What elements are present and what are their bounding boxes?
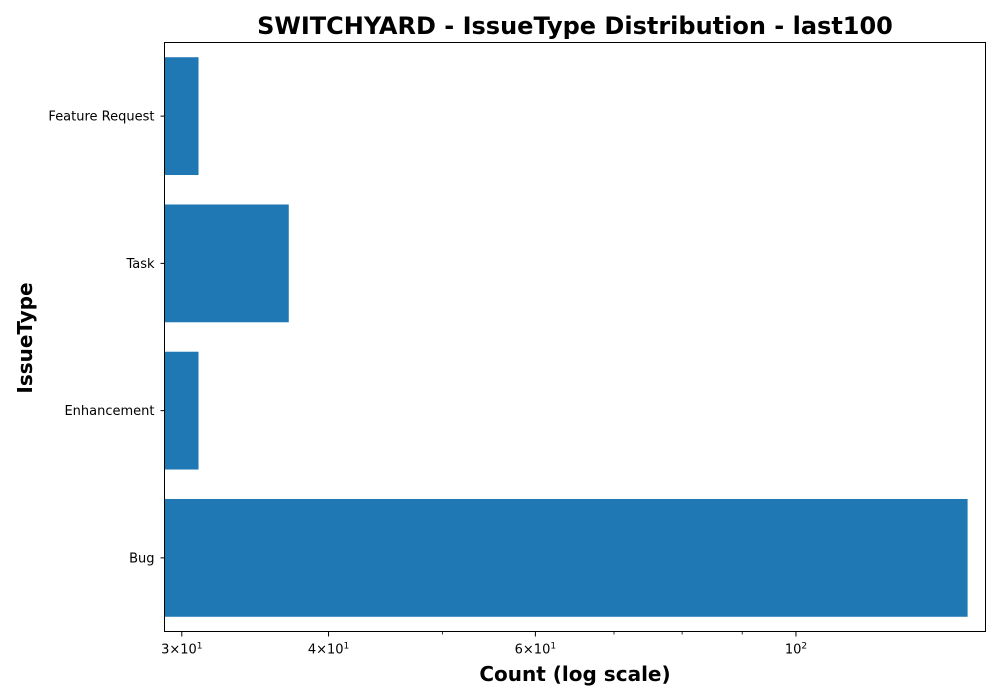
chart-title: SWITCHYARD - IssueType Distribution - la… — [257, 12, 893, 40]
y-tick-label-task: Task — [125, 257, 155, 272]
y-axis-label: IssueType — [13, 282, 37, 393]
y-tick-label-feature-request: Feature Request — [48, 110, 154, 125]
x-ticks-group: 3×101 4×101 6×101 102 — [161, 631, 807, 658]
x-tick-label-60: 6×101 — [515, 642, 556, 658]
y-ticks-group: Bug Enhancement Task Feature Request — [48, 110, 165, 566]
plot-frame — [164, 42, 986, 632]
bar-enhancement — [164, 351, 199, 470]
x-axis-label: Count (log scale) — [479, 662, 670, 686]
bar-feature-request — [164, 57, 199, 176]
x-tick-label-40: 4×101 — [308, 642, 349, 658]
bar-bug — [164, 498, 968, 617]
bar-task — [164, 204, 289, 323]
y-tick-label-enhancement: Enhancement — [64, 404, 154, 419]
bars-group — [164, 57, 968, 617]
x-tick-label-30: 3×101 — [161, 642, 202, 658]
y-tick-label-bug: Bug — [129, 551, 154, 566]
